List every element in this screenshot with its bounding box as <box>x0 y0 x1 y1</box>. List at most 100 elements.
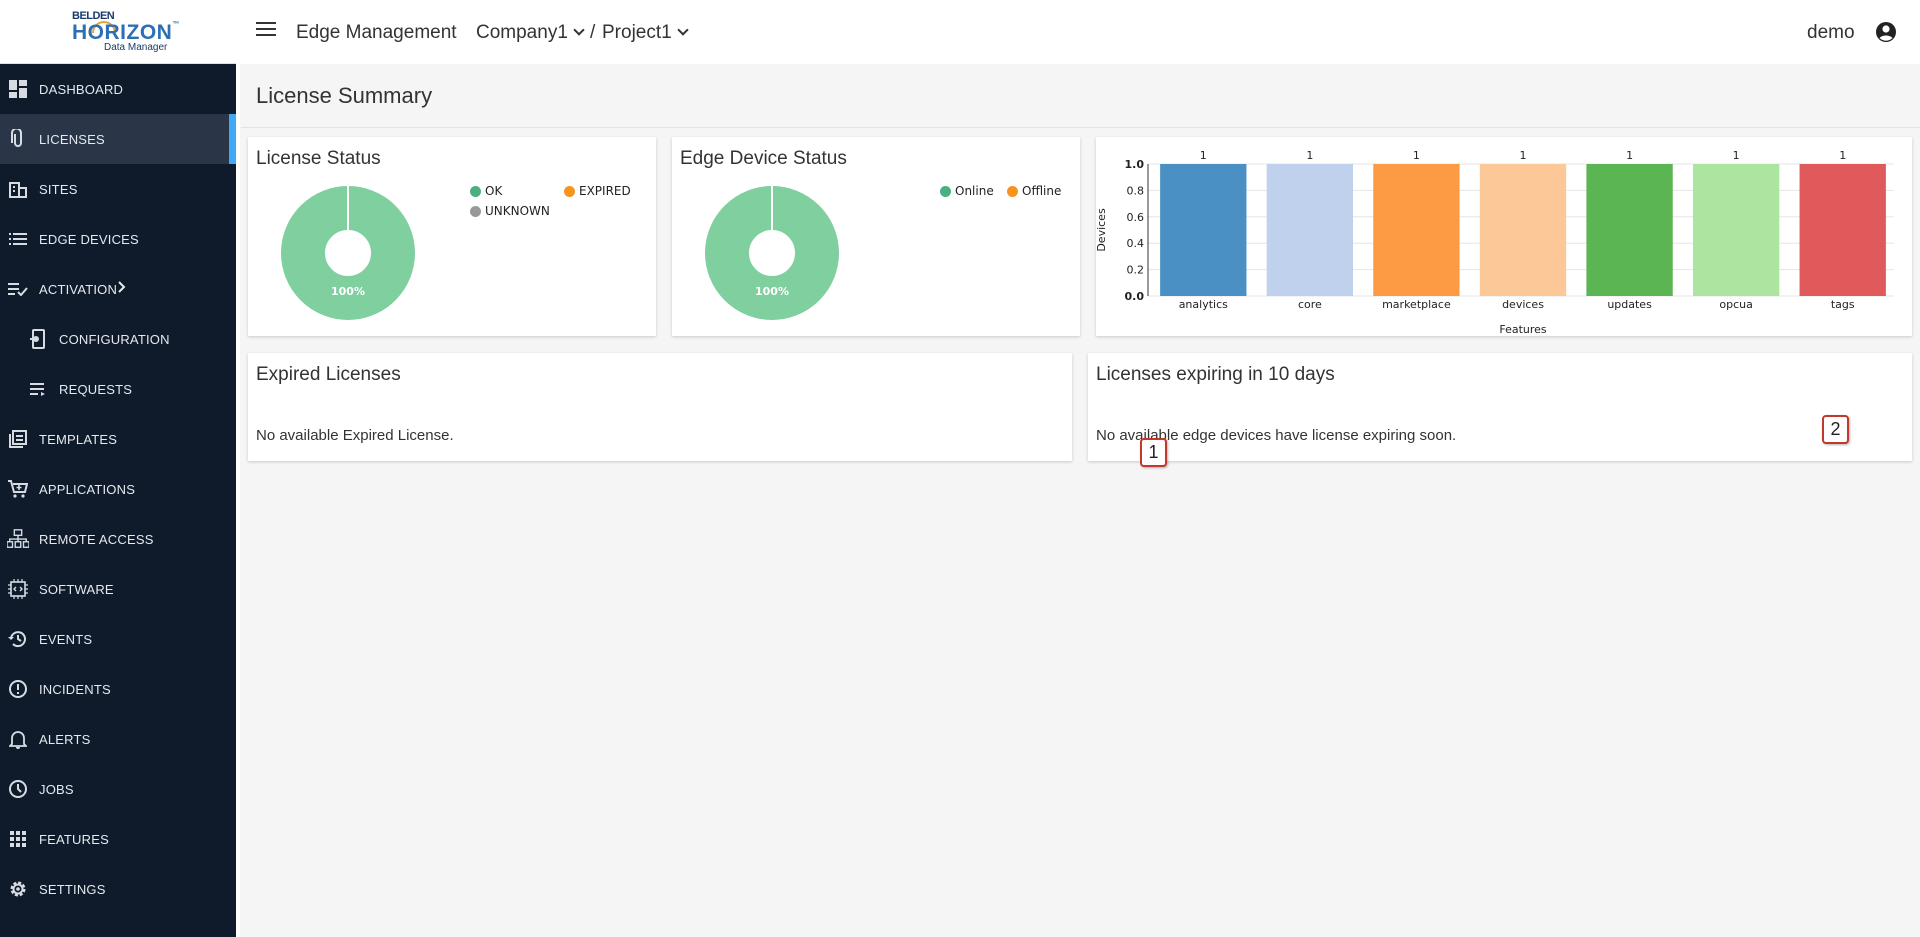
edge-device-donut[interactable]: 100% <box>704 185 840 321</box>
sidebar-item-edge-devices[interactable]: EDGE DEVICES <box>0 214 236 264</box>
checklist-icon <box>7 278 29 300</box>
project-label: Project1 <box>602 22 672 43</box>
legend-dot <box>1007 185 1018 197</box>
sidebar-item-label: REQUESTS <box>59 381 133 397</box>
top-header: Edge Management Company1 / Project1 demo <box>236 0 1920 64</box>
legend-label: Online <box>955 184 994 198</box>
y-axis-title: Devices <box>1096 208 1108 252</box>
x-tick-label: tags <box>1831 298 1855 311</box>
sidebar-item-sites[interactable]: SITES <box>0 164 236 214</box>
bar <box>1479 164 1567 296</box>
sidebar-item-label: ACTIVATION <box>39 281 118 297</box>
clock-icon <box>7 778 29 800</box>
legend-item-offline[interactable]: Offline <box>1007 184 1061 198</box>
expired-licenses-card: Expired Licenses No available Expired Li… <box>248 353 1072 461</box>
sidebar-item-label: LICENSES <box>39 131 105 147</box>
legend-dot <box>470 185 481 197</box>
x-tick-label: core <box>1298 298 1322 311</box>
breadcrumb-separator: / <box>590 22 596 43</box>
project-selector[interactable]: Project1 <box>602 22 689 44</box>
sidebar-item-label: EVENTS <box>39 631 93 647</box>
sidebar-item-templates[interactable]: TEMPLATES <box>0 414 236 464</box>
history-icon <box>7 628 29 650</box>
sidebar-item-requests[interactable]: REQUESTS <box>0 364 236 414</box>
edge-device-status-card: Edge Device Status 100% Online Offline <box>672 137 1080 336</box>
legend-item-expired[interactable]: EXPIRED <box>564 184 631 198</box>
bar-value-label: 1 <box>1413 149 1420 162</box>
bar-value-label: 1 <box>1306 149 1313 162</box>
legend-item-unknown[interactable]: UNKNOWN <box>470 204 550 218</box>
sidebar-item-label: REMOTE ACCESS <box>39 531 154 547</box>
sidebar-item-settings[interactable]: SETTINGS <box>0 864 236 914</box>
sidebar-item-label: JOBS <box>39 781 74 797</box>
sidebar-item-label: SOFTWARE <box>39 581 114 597</box>
sidebar-item-events[interactable]: EVENTS <box>0 614 236 664</box>
requests-icon <box>27 378 49 400</box>
sidebar-item-applications[interactable]: APPLICATIONS <box>0 464 236 514</box>
y-tick-label: 0.8 <box>1127 184 1145 197</box>
features-bar-chart[interactable]: 0.0 0.2 0.4 0.6 0.8 1.0 1 analytics 1 core 1 market… <box>1096 137 1912 336</box>
account-circle-icon[interactable] <box>1875 21 1897 43</box>
sidebar-item-features[interactable]: FEATURES <box>0 814 236 864</box>
sidebar-item-configuration[interactable]: CONFIGURATION <box>0 314 236 364</box>
legend-dot <box>564 185 575 197</box>
sidebar-item-label: EDGE DEVICES <box>39 231 139 247</box>
legend-dot <box>470 205 481 217</box>
sidebar-item-label: TEMPLATES <box>39 431 118 447</box>
sidebar-item-dashboard[interactable]: DASHBOARD <box>0 64 236 114</box>
chevron-down-icon <box>677 24 689 36</box>
bar <box>1373 164 1460 296</box>
legend-item-online[interactable]: Online <box>940 184 994 198</box>
bar <box>1160 164 1247 296</box>
bar <box>1692 164 1780 296</box>
y-tick-label: 0.0 <box>1125 290 1145 303</box>
cart-icon <box>7 478 29 500</box>
sidebar-item-alerts[interactable]: ALERTS <box>0 714 236 764</box>
card-title: Licenses expiring in 10 days <box>1096 364 1335 385</box>
user-name[interactable]: demo <box>1807 22 1855 43</box>
paperclip-icon <box>7 128 29 150</box>
chevron-down-icon <box>573 24 585 36</box>
page-title: License Summary <box>256 83 433 108</box>
sidebar-item-incidents[interactable]: INCIDENTS <box>0 664 236 714</box>
bar <box>1586 164 1673 296</box>
x-tick-label: marketplace <box>1382 298 1451 311</box>
sidebar-item-activation[interactable]: ACTIVATION <box>0 264 236 314</box>
sidebar-item-jobs[interactable]: JOBS <box>0 764 236 814</box>
company-label: Company1 <box>476 22 568 43</box>
brand-line3: Data Manager <box>104 42 168 53</box>
legend-item-ok[interactable]: OK <box>470 184 502 198</box>
card-title: Edge Device Status <box>680 148 847 169</box>
card-title: License Status <box>256 148 381 169</box>
bar-value-label: 1 <box>1520 149 1527 162</box>
trademark: ™ <box>172 21 180 28</box>
network-icon <box>7 528 29 550</box>
sidebar-item-remote-access[interactable]: REMOTE ACCESS <box>0 514 236 564</box>
license-status-card: License Status 100% OK EXPIRED UNKNOWN <box>248 137 656 336</box>
hamburger-icon[interactable] <box>256 22 276 38</box>
y-tick-label: 0.2 <box>1127 264 1145 277</box>
bar <box>1266 164 1354 296</box>
grid-icon <box>7 828 29 850</box>
legend-label: Offline <box>1022 184 1062 198</box>
features-chart-card: 0.0 0.2 0.4 0.6 0.8 1.0 1 analytics 1 core 1 market… <box>1096 137 1912 336</box>
alert-circle-icon <box>7 678 29 700</box>
sidebar-item-licenses[interactable]: LICENSES <box>0 114 236 164</box>
annotation-badge-2: 2 <box>1822 415 1849 444</box>
sidebar: BELDEN HORIZON™ Data Manager DASHBOARD L… <box>0 0 236 937</box>
empty-message: No available Expired License. <box>256 427 454 444</box>
expiring-licenses-card: Licenses expiring in 10 days No availabl… <box>1088 353 1912 461</box>
annotation-badge-1: 1 <box>1140 438 1167 467</box>
brand-logo[interactable]: BELDEN HORIZON™ Data Manager <box>72 10 179 54</box>
sidebar-scrollbar[interactable] <box>236 64 240 937</box>
y-tick-label: 0.4 <box>1127 237 1145 250</box>
legend-label: UNKNOWN <box>485 204 550 218</box>
y-tick-label: 0.6 <box>1127 211 1145 224</box>
chip-icon <box>7 578 29 600</box>
list-icon <box>7 228 29 250</box>
divider <box>241 127 1920 128</box>
company-selector[interactable]: Company1 <box>476 22 585 44</box>
logo-area: BELDEN HORIZON™ Data Manager <box>0 0 236 64</box>
license-status-donut[interactable]: 100% <box>280 185 416 321</box>
sidebar-item-software[interactable]: SOFTWARE <box>0 564 236 614</box>
